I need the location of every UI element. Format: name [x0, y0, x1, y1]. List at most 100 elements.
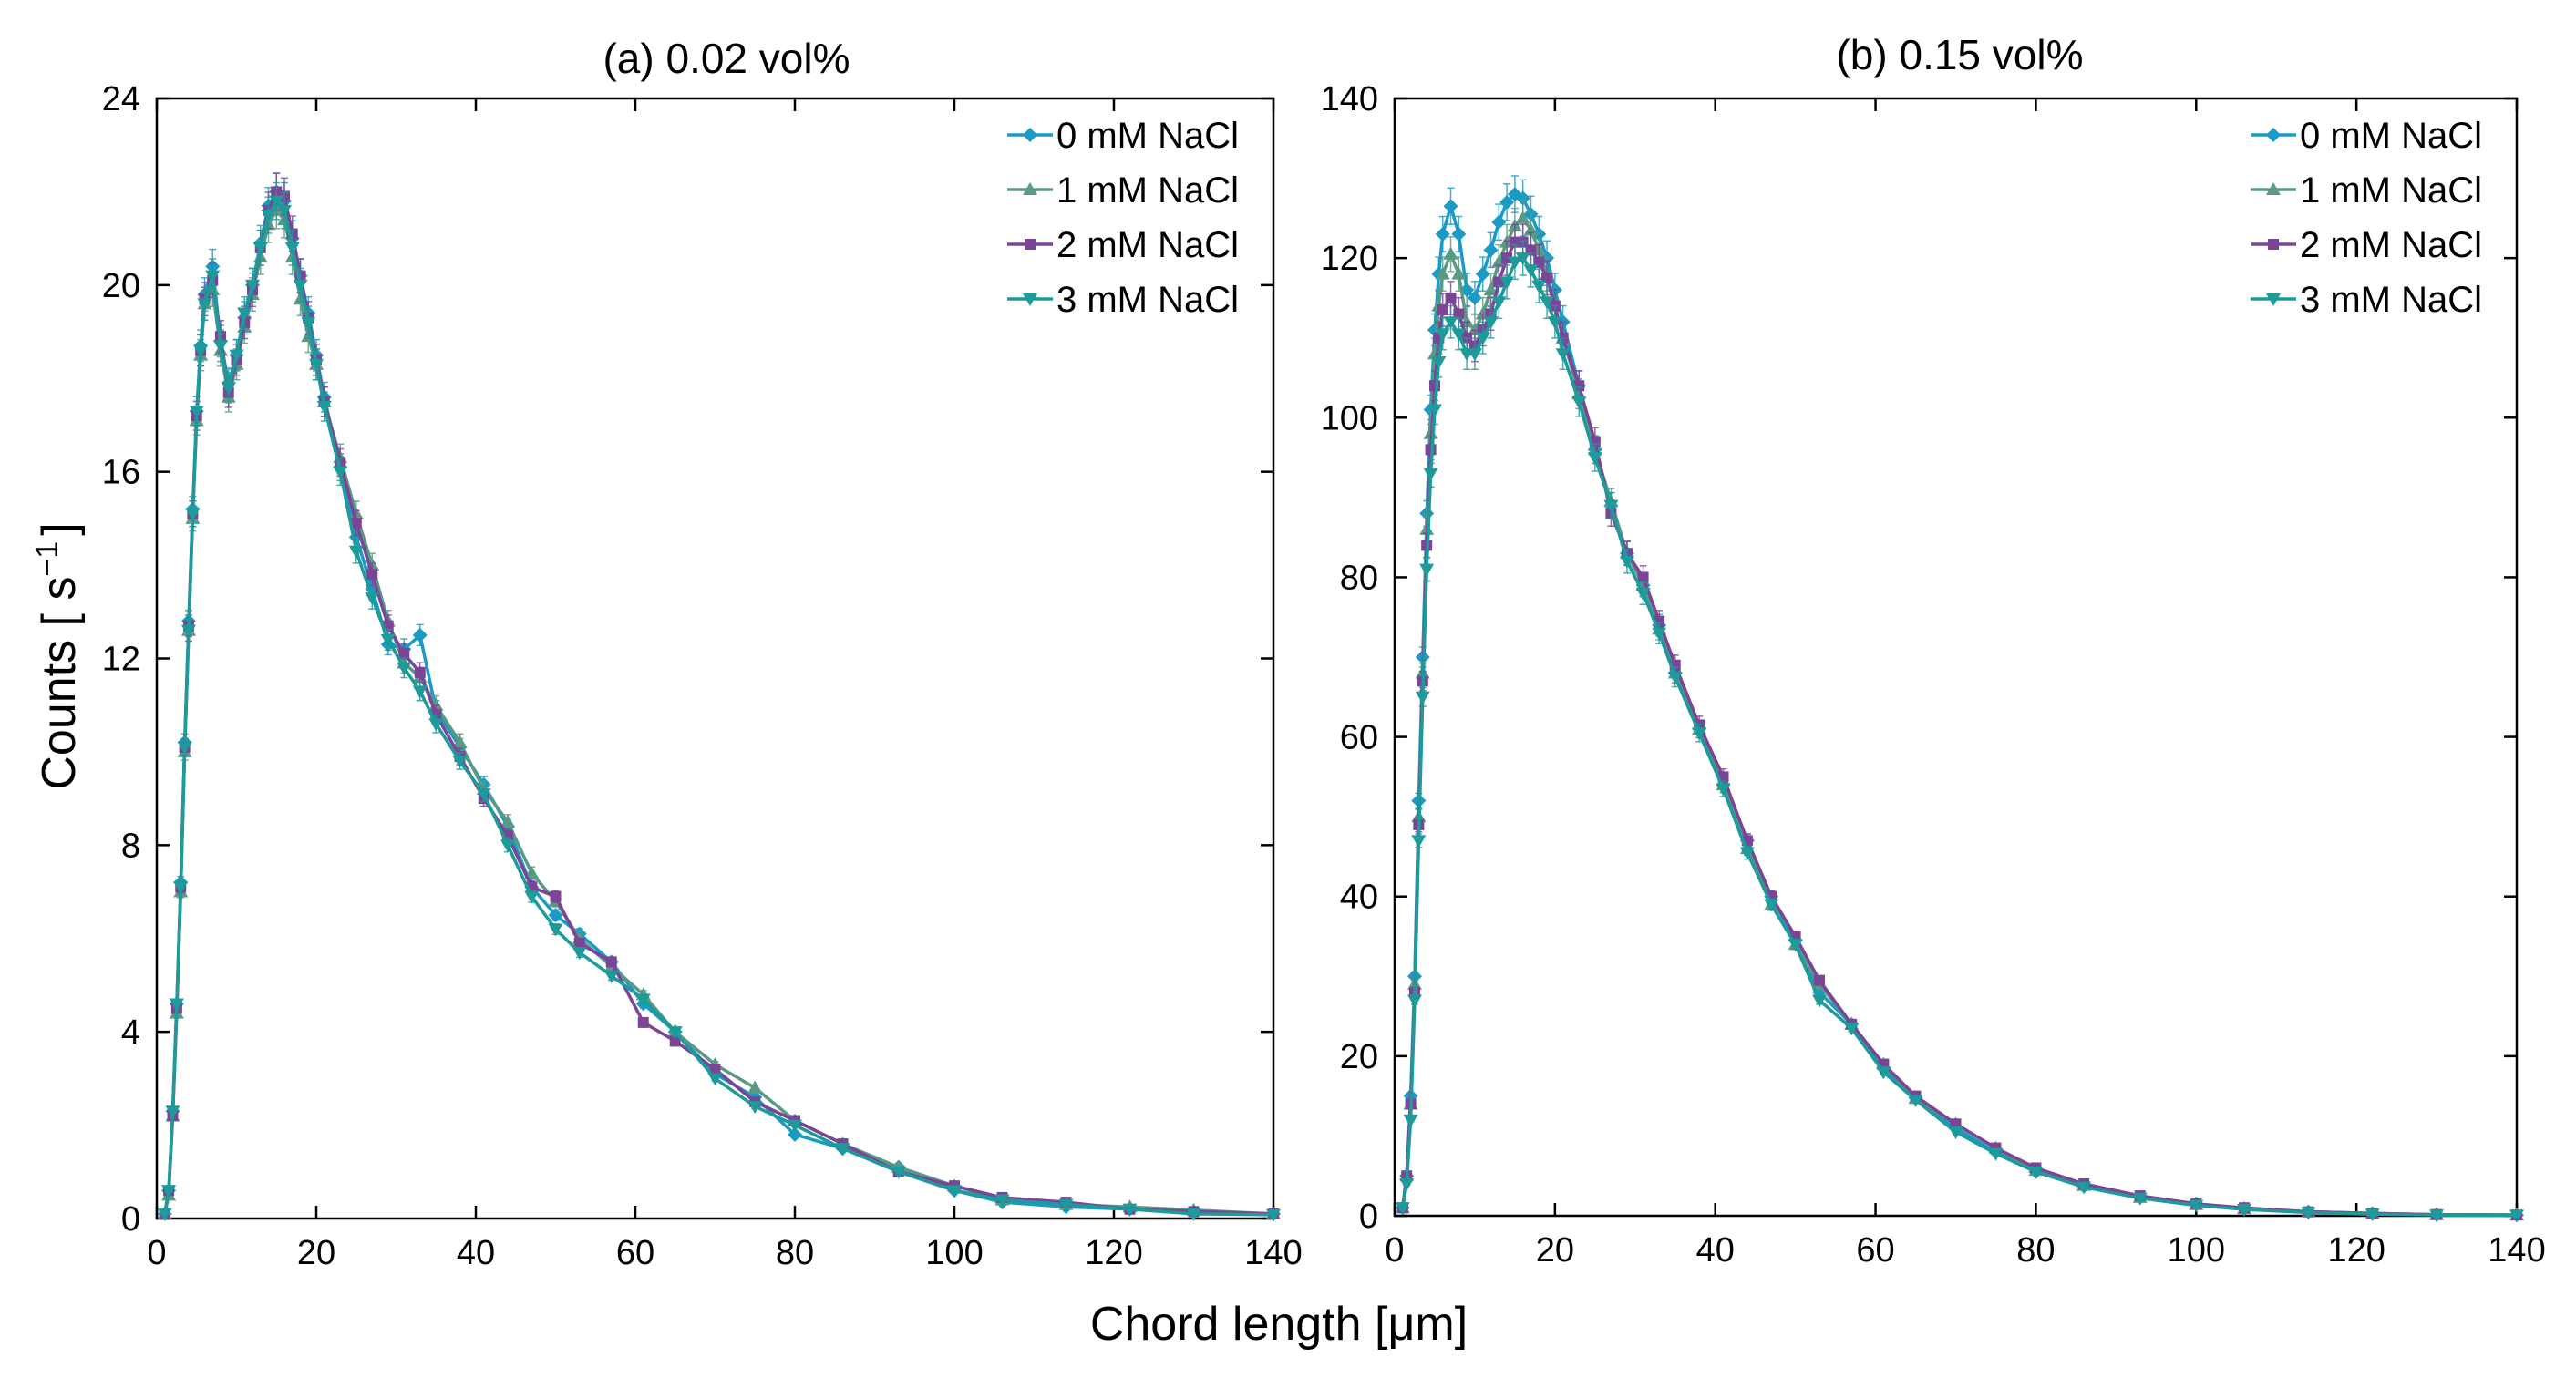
data-point	[2301, 1207, 2316, 1220]
legend-marker	[2266, 182, 2281, 195]
data-point	[1540, 296, 1555, 310]
data-point	[1491, 254, 1507, 268]
data-point	[1427, 404, 1442, 417]
series-line-b-0	[1401, 192, 2518, 1217]
y-tick-label-b: 120	[1321, 240, 1378, 278]
data-point	[1395, 1202, 1410, 1216]
data-point	[1475, 332, 1490, 345]
data-point	[2237, 1203, 2252, 1217]
data-point	[1491, 296, 1507, 310]
plot-frame-b	[1393, 97, 2519, 1218]
data-point	[1399, 1177, 1415, 1191]
data-point	[398, 648, 410, 660]
data-point	[1523, 264, 1539, 278]
data-point	[1467, 290, 1482, 305]
data-point	[1406, 994, 1422, 1008]
x-tick-label-a: 40	[457, 1234, 495, 1272]
plot-frame-a	[155, 97, 1275, 1220]
data-point	[2429, 1209, 2445, 1223]
data-point	[1844, 1023, 1860, 1036]
data-point	[1652, 627, 1667, 641]
x-tick-label-b: 60	[1856, 1231, 1894, 1270]
x-tick-label-a: 0	[147, 1234, 166, 1272]
data-point	[1908, 1095, 1923, 1108]
legend-marker	[2266, 293, 2281, 306]
data-point	[667, 1026, 683, 1040]
y-tick-label-b: 140	[1321, 80, 1378, 118]
y-axis-label: Counts [ s−1]	[30, 522, 86, 789]
data-point	[572, 947, 587, 961]
data-point	[1587, 452, 1602, 466]
data-point	[635, 993, 651, 1007]
legend-marker	[2266, 128, 2281, 142]
y-tick-label-a: 0	[121, 1200, 140, 1239]
data-point	[316, 400, 332, 414]
panel-b: (b) 0.15 vol% 0 20 40 60 80 100 120 140 0 20 40 60 8…	[1321, 31, 2546, 1270]
data-point	[1555, 348, 1571, 362]
data-point	[1507, 256, 1522, 270]
data-point	[293, 279, 308, 293]
legend-b: 0 mM NaCl 1 mM NaCl 2 mM NaCl 3 mM NaCl	[2251, 116, 2482, 320]
x-tick-label-b: 20	[1536, 1231, 1574, 1270]
data-point	[1423, 468, 1438, 481]
data-point	[1499, 194, 1515, 210]
data-point	[452, 735, 468, 748]
series-line-a-2	[163, 190, 1274, 1216]
data-point	[221, 382, 236, 396]
data-point	[1619, 555, 1634, 569]
data-point	[1467, 348, 1482, 362]
y-tick-label-b: 20	[1340, 1038, 1378, 1076]
data-point	[1491, 214, 1507, 230]
data-point	[1812, 994, 1828, 1008]
series-line-b-3	[1401, 256, 2518, 1218]
data-point	[788, 1126, 802, 1142]
data-point	[189, 406, 204, 419]
data-point	[1667, 671, 1683, 684]
legend-marker	[2268, 239, 2279, 250]
data-point	[573, 937, 585, 949]
data-point	[1451, 226, 1467, 242]
chart-title-a: (a) 0.02 vol%	[603, 35, 850, 82]
data-point	[1411, 835, 1427, 848]
data-point	[1499, 276, 1515, 290]
legend-a: 0 mM NaCl 1 mM NaCl 2 mM NaCl 3 mM NaCl	[1007, 116, 1239, 320]
data-point	[1415, 691, 1430, 704]
x-tick-label-b: 0	[1385, 1231, 1404, 1270]
data-point	[365, 591, 380, 605]
data-point	[1483, 283, 1499, 296]
data-point	[2132, 1192, 2148, 1206]
legend-marker	[1023, 293, 1037, 306]
data-point	[197, 298, 212, 312]
data-point	[1058, 1198, 1074, 1212]
data-point	[747, 1080, 763, 1094]
data-point	[1635, 587, 1651, 601]
data-point	[205, 270, 221, 283]
data-point	[524, 890, 540, 904]
y-tick-label-a: 4	[121, 1013, 140, 1052]
data-point	[1814, 974, 1826, 986]
y-tick-label-b: 100	[1321, 399, 1378, 437]
y-tick-label-a: 8	[121, 827, 140, 865]
data-point	[452, 756, 468, 769]
legend-label: 0 mM NaCl	[1056, 116, 1239, 156]
data-point	[707, 1073, 723, 1086]
data-point	[500, 814, 515, 828]
data-point	[1515, 252, 1530, 266]
series-b-3	[1395, 240, 2524, 1223]
data-point	[1531, 280, 1547, 293]
x-tick-label-a: 100	[925, 1234, 983, 1272]
y-tick-label-b: 80	[1340, 559, 1378, 597]
panel-a: (a) 0.02 vol% 0 20 40 60 80 100 120 140 0 4 8 12 16 2…	[102, 35, 1303, 1272]
data-point	[476, 788, 491, 802]
y-tick-label-a: 16	[102, 454, 140, 492]
data-point	[1716, 783, 1731, 797]
x-tick-label-a: 60	[616, 1234, 654, 1272]
legend-label: 3 mM NaCl	[2300, 280, 2482, 320]
y-tick-label-a: 12	[102, 641, 140, 679]
series-line-a-3	[163, 199, 1274, 1217]
data-point	[1437, 304, 1448, 316]
x-tick-label-b: 140	[2488, 1231, 2545, 1270]
data-point	[637, 1016, 649, 1028]
data-point	[366, 569, 378, 581]
data-point	[157, 1208, 172, 1221]
